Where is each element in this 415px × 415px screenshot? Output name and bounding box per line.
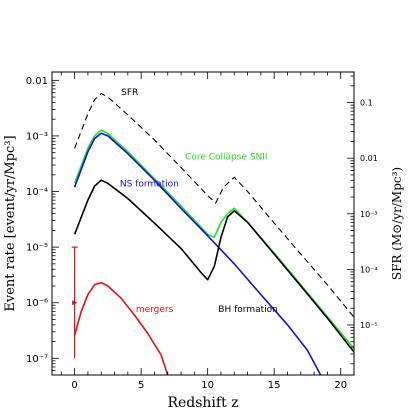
x-tick-label: 20 — [334, 380, 347, 391]
x-tick-label: 0 — [71, 380, 77, 391]
annotation-bh-formation: BH formation — [218, 305, 278, 315]
y2-axis-label: SFR (M⊙/yr/Mpc³) — [390, 167, 404, 280]
x-tick-label: 15 — [268, 380, 281, 391]
curves-layer — [71, 92, 354, 375]
x-axis-label: Redshift z — [167, 395, 238, 411]
annotation-core-collapse-snii: Core Collapse SNII — [185, 152, 268, 162]
y2-tick-label: 10⁻³ — [360, 210, 378, 219]
y2-tick-label: 10⁻⁴ — [360, 265, 378, 274]
y2-tick-label: 0.01 — [360, 154, 378, 163]
y-tick-label: 10⁻⁵ — [26, 243, 48, 254]
y2-tick-label: 10⁻⁵ — [360, 321, 378, 330]
y-tick-label: 10⁻³ — [26, 131, 48, 142]
labels-layer: Redshift z Event rate [event/yr/Mpc³] SFR … — [3, 88, 404, 411]
plot-frame — [51, 71, 355, 376]
x-tick-label: 5 — [138, 380, 144, 391]
annotation-ns-formation: NS formation — [120, 180, 179, 190]
y2-tick-label: 0.1 — [360, 99, 373, 108]
y-tick-label: 10⁻⁶ — [26, 298, 48, 309]
annotation-sfr: SFR — [121, 88, 138, 98]
series-line-ns-formation — [73, 132, 322, 375]
y-tick-label: 10⁻⁴ — [26, 187, 48, 198]
x-tick-label: 10 — [201, 380, 214, 391]
y-tick-label: 0.01 — [26, 76, 48, 87]
series-line-core-collapse-snii — [73, 129, 354, 350]
y-tick-label: 10⁻⁷ — [26, 354, 48, 365]
y-axis-label: Event rate [event/yr/Mpc³] — [3, 135, 18, 311]
series-line-mergers — [73, 281, 169, 375]
series-line-bh-formation — [73, 179, 354, 353]
axes-layer: 0 5 10 15 20 10⁻⁷ 10⁻⁶ 10⁻⁵ 10⁻⁴ 10⁻³ 0.01 10⁻⁵ 10⁻⁴… — [26, 71, 378, 391]
error-bar-marker — [72, 300, 78, 306]
series-line-sfr — [74, 92, 354, 318]
annotation-mergers: mergers — [136, 305, 174, 315]
